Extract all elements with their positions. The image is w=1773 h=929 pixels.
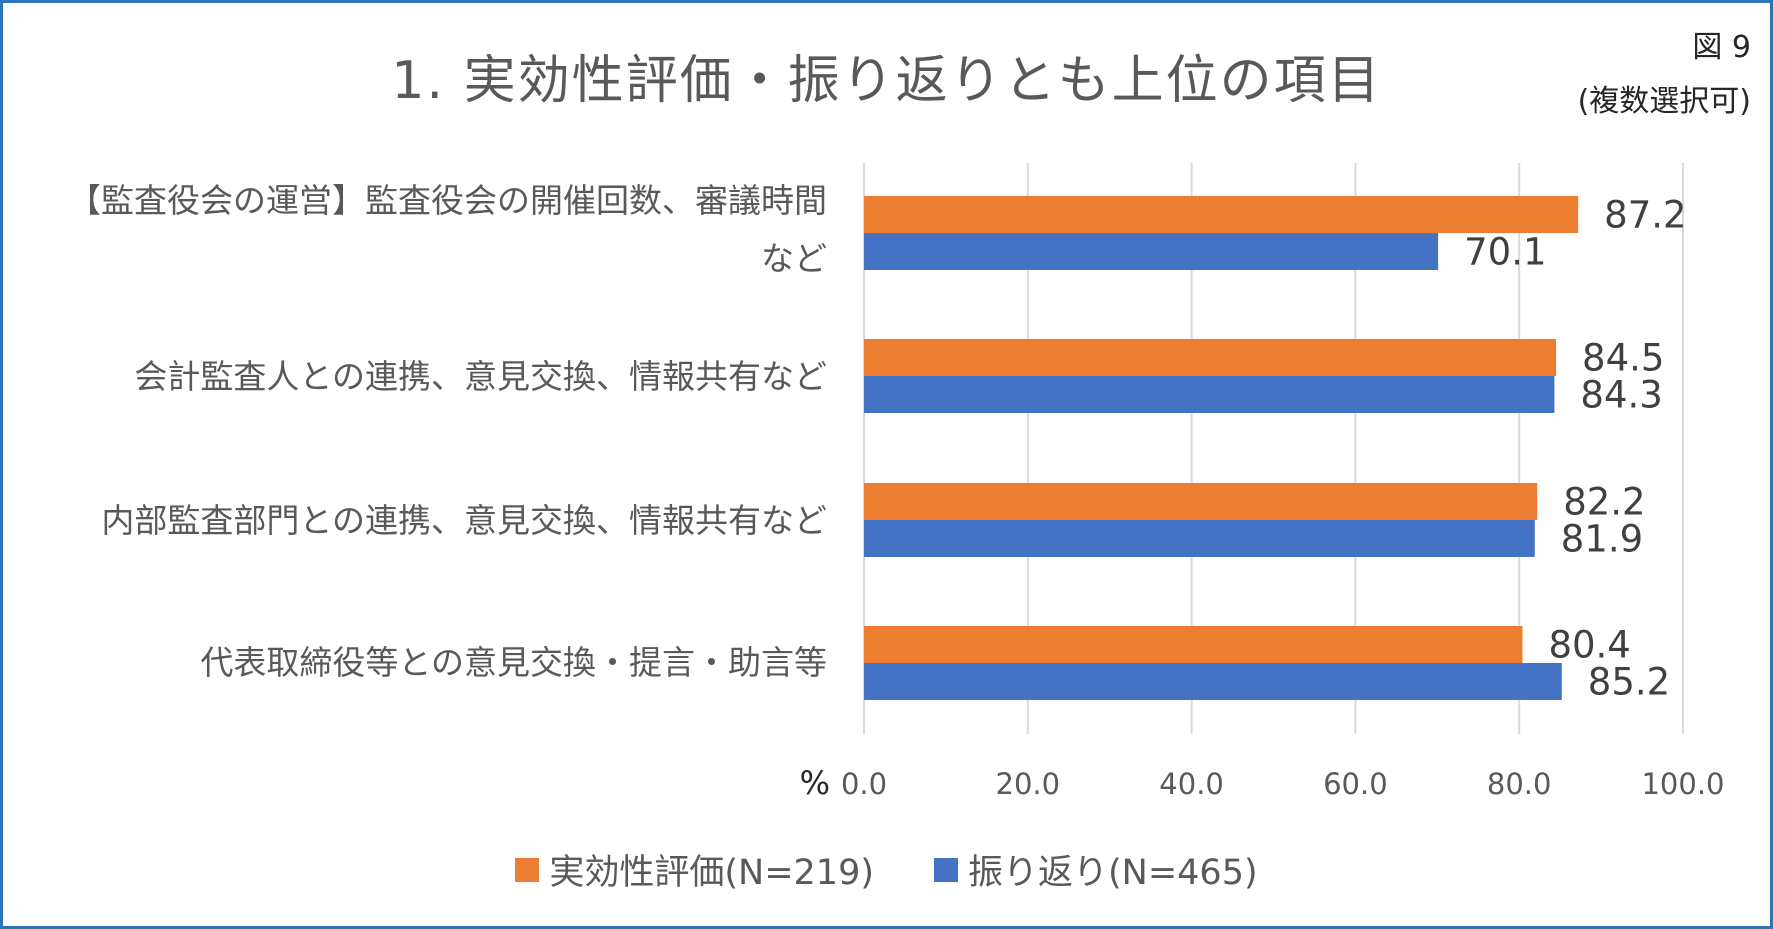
category-label-1: 会計監査人との連携、意見交換、情報共有など [134,348,827,406]
chart-title: 1. 実効性評価・振り返りとも上位の項目 [391,51,1382,111]
legend-swatch-evaluation [515,857,540,882]
x-tick-label-5: 100.0 [1641,767,1724,801]
data-label-s0-c0: 87.2 [1604,194,1686,237]
category-label-0-line-2: など [761,239,827,278]
category-label-1-line-1: 会計監査人との連携、意見交換、情報共有など [134,357,827,396]
bar-s0-c3 [864,626,1523,663]
x-tick-label-3: 60.0 [1323,767,1388,801]
legend-label-review: 振り返り(N=465) [968,853,1258,893]
data-label-s1-c3: 85.2 [1588,661,1670,704]
legend-item-review: 振り返り(N=465) [934,844,1258,895]
data-label-s1-c2: 81.9 [1561,518,1643,561]
category-label-2: 内部監査部門との連携、意見交換、情報共有など [101,492,827,550]
bar-s0-c0 [864,196,1579,233]
x-tick-label-4: 80.0 [1487,767,1552,801]
figure-number: 図 9 [1692,30,1751,65]
bar-s1-c3 [864,663,1562,700]
legend: 実効性評価(N=219) 振り返り(N=465) [0,844,1773,895]
x-tick-label-1: 20.0 [996,767,1061,801]
bar-s1-c2 [864,520,1535,557]
bar-s1-c1 [864,376,1555,413]
legend-label-evaluation: 実効性評価(N=219) [549,853,874,893]
data-label-s0-c2: 82.2 [1563,481,1645,524]
x-axis-unit-label: % [800,764,830,802]
data-label-s1-c0: 70.1 [1464,231,1546,274]
data-label-s0-c1: 84.5 [1582,337,1664,380]
category-label-3-line-1: 代表取締役等との意見交換・提言・助言等 [200,643,827,682]
category-label-3: 代表取締役等との意見交換・提言・助言等 [200,634,827,692]
category-label-0: 【監査役会の運営】監査役会の開催回数、審議時間 など [68,172,827,288]
category-label-0-line-1: 【監査役会の運営】監査役会の開催回数、審議時間 [68,181,827,220]
category-label-2-line-1: 内部監査部門との連携、意見交換、情報共有など [101,501,827,540]
bar-s0-c2 [864,483,1538,520]
bar-s0-c1 [864,339,1557,376]
multiple-choice-note: (複数選択可) [1577,84,1751,119]
x-tick-label-0: 0.0 [841,767,887,801]
x-tick-label-2: 40.0 [1159,767,1224,801]
legend-swatch-review [934,857,958,882]
data-label-s1-c1: 84.3 [1580,374,1662,417]
legend-item-evaluation: 実効性評価(N=219) [515,844,874,895]
bar-s1-c0 [864,233,1439,270]
data-label-s0-c3: 80.4 [1548,624,1630,667]
